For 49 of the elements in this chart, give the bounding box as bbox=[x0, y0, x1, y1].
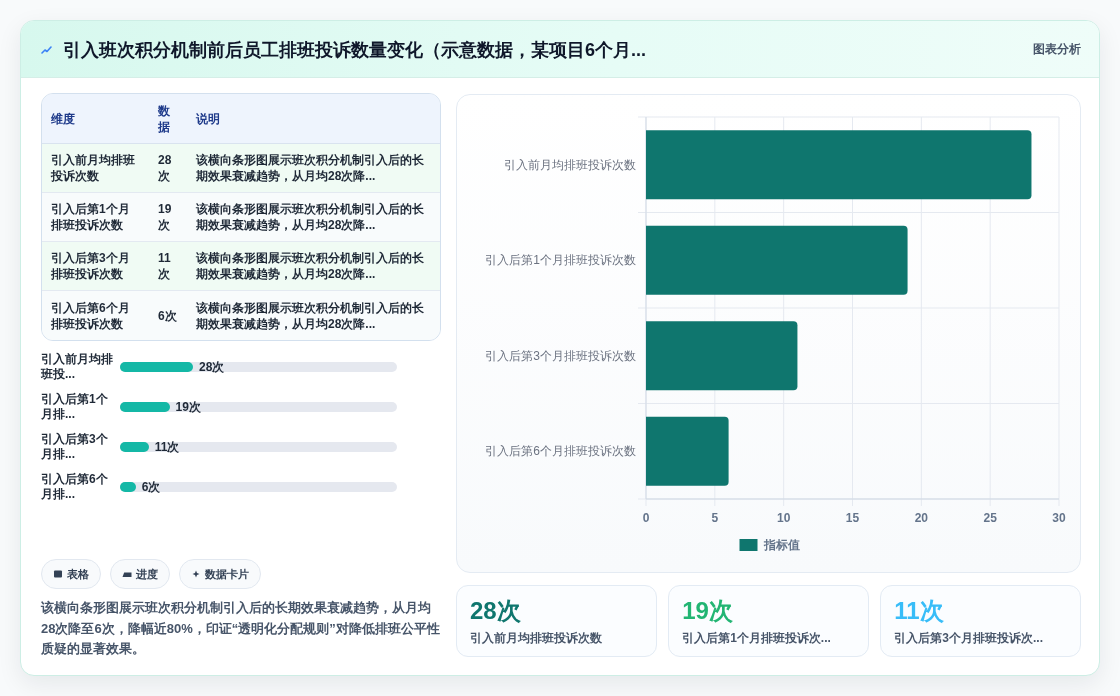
text: 该横向条形图展示班次积分机制引入后的长期效果衰减趋势，从月均28次降至6次，降幅近80%，印证“透明化分配规则”对降低排班公平性质疑的显著效果。 bbox=[41, 599, 441, 658]
category-label: 引入后第1个月排班投诉次... bbox=[682, 630, 831, 646]
text: 进度 bbox=[136, 566, 158, 582]
text: 引入班次积分机制前后员工排班投诉数量变化（示意数据，某项目6个月... bbox=[63, 39, 647, 62]
text: 该横向条形图展示班次积分机制引入后的长期效果衰减趋势，从月均28次降... bbox=[195, 152, 425, 184]
text: 19次 bbox=[682, 597, 733, 624]
x-tick-label: 25 bbox=[983, 511, 998, 525]
text: 维度 bbox=[50, 110, 76, 127]
text: 11次 bbox=[894, 597, 944, 624]
text: 28次 bbox=[158, 153, 172, 183]
category-label: 引入后第3个月排班投诉次... bbox=[894, 630, 1044, 646]
bar bbox=[646, 416, 729, 486]
y-tick-label: 引入前月均排班投诉次数 bbox=[504, 157, 636, 172]
data-label: 28次 bbox=[199, 359, 225, 376]
bar bbox=[646, 225, 908, 295]
x-tick-label: 5 bbox=[711, 511, 719, 525]
text: 数据卡片 bbox=[205, 566, 249, 582]
x-tick-label: 15 bbox=[845, 511, 860, 525]
y-tick-label: 引入后第1个月排班投诉次数 bbox=[485, 253, 636, 268]
data-label: 6次 bbox=[141, 479, 161, 496]
text: 该横向条形图展示班次积分机制引入后的长期效果衰减趋势，从月均28次降... bbox=[195, 299, 425, 332]
bar bbox=[646, 130, 1032, 200]
bar bbox=[120, 362, 193, 372]
text: 该横向条形图展示班次积分机制引入后的长期效果衰减趋势，从月均28次降... bbox=[195, 250, 425, 282]
bar bbox=[646, 321, 798, 391]
x-tick-label: 0 bbox=[642, 511, 650, 525]
text: 6次 bbox=[158, 308, 177, 323]
y-tick-label: 引入后第3个月排... bbox=[41, 432, 109, 462]
y-tick-label: 引入后第3个月排班投诉次数 bbox=[485, 348, 636, 363]
y-tick-label: 引入后第6个月排... bbox=[41, 472, 109, 502]
text: 11次 bbox=[158, 251, 171, 281]
text: 说明 bbox=[195, 110, 221, 127]
bar bbox=[120, 402, 170, 412]
y-tick-label: 引入后第6个月排班投诉次数 bbox=[485, 444, 636, 459]
text: 表格 bbox=[67, 566, 89, 582]
category-label: 引入前月均排班投诉次数 bbox=[470, 630, 602, 646]
y-tick-label: 引入前月均排班投... bbox=[41, 352, 114, 382]
x-tick-label: 10 bbox=[776, 511, 791, 525]
x-tick-label: 20 bbox=[914, 511, 929, 525]
text: 该横向条形图展示班次积分机制引入后的长期效果衰减趋势，从月均28次降... bbox=[195, 201, 425, 233]
text: 数据 bbox=[157, 102, 171, 135]
y-tick-label: 引入后第1个月排... bbox=[41, 392, 109, 422]
data-label: 19次 bbox=[175, 399, 201, 416]
x-tick-label: 30 bbox=[1052, 511, 1066, 525]
text: 19次 bbox=[158, 202, 172, 232]
legend-label: 指标值 bbox=[762, 538, 800, 552]
data-label: 11次 bbox=[154, 439, 180, 456]
text: 图表分析 bbox=[1033, 41, 1081, 58]
text: 28次 bbox=[470, 597, 521, 624]
